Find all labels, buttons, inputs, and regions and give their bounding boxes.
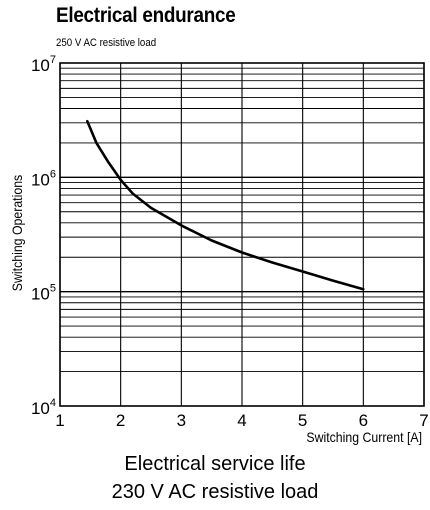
endurance-curve bbox=[86, 119, 365, 291]
chart-subtitle: 250 V AC resistive load bbox=[56, 37, 157, 49]
caption-line-2: 230 V AC resistive load bbox=[111, 481, 319, 503]
y-tick-base: 10 bbox=[31, 399, 50, 418]
caption-line-1: Electrical service life bbox=[124, 453, 306, 475]
y-tick-label: 105 bbox=[31, 283, 56, 304]
y-tick-base: 10 bbox=[31, 285, 50, 304]
y-tick-exponent: 4 bbox=[50, 397, 56, 409]
x-tick-label: 7 bbox=[419, 411, 428, 430]
x-tick-label: 6 bbox=[359, 411, 368, 430]
x-tick-label: 1 bbox=[55, 411, 64, 430]
y-tick-base: 10 bbox=[31, 170, 50, 189]
x-tick-label: 2 bbox=[116, 411, 125, 430]
x-tick-label: 5 bbox=[298, 411, 307, 430]
y-tick-exponent: 7 bbox=[50, 54, 56, 66]
y-tick-exponent: 5 bbox=[50, 283, 56, 295]
y-tick-exponent: 6 bbox=[50, 168, 56, 180]
y-tick-base: 10 bbox=[31, 56, 50, 75]
y-tick-label: 106 bbox=[31, 168, 56, 189]
chart-title: Electrical endurance bbox=[56, 4, 236, 27]
plot-frame bbox=[59, 62, 425, 407]
x-axis-label: Switching Current [A] bbox=[306, 429, 422, 445]
x-tick-label: 3 bbox=[177, 411, 186, 430]
y-tick-label: 107 bbox=[31, 54, 56, 75]
x-tick-label: 4 bbox=[237, 411, 246, 430]
y-tick-label: 104 bbox=[31, 397, 56, 418]
